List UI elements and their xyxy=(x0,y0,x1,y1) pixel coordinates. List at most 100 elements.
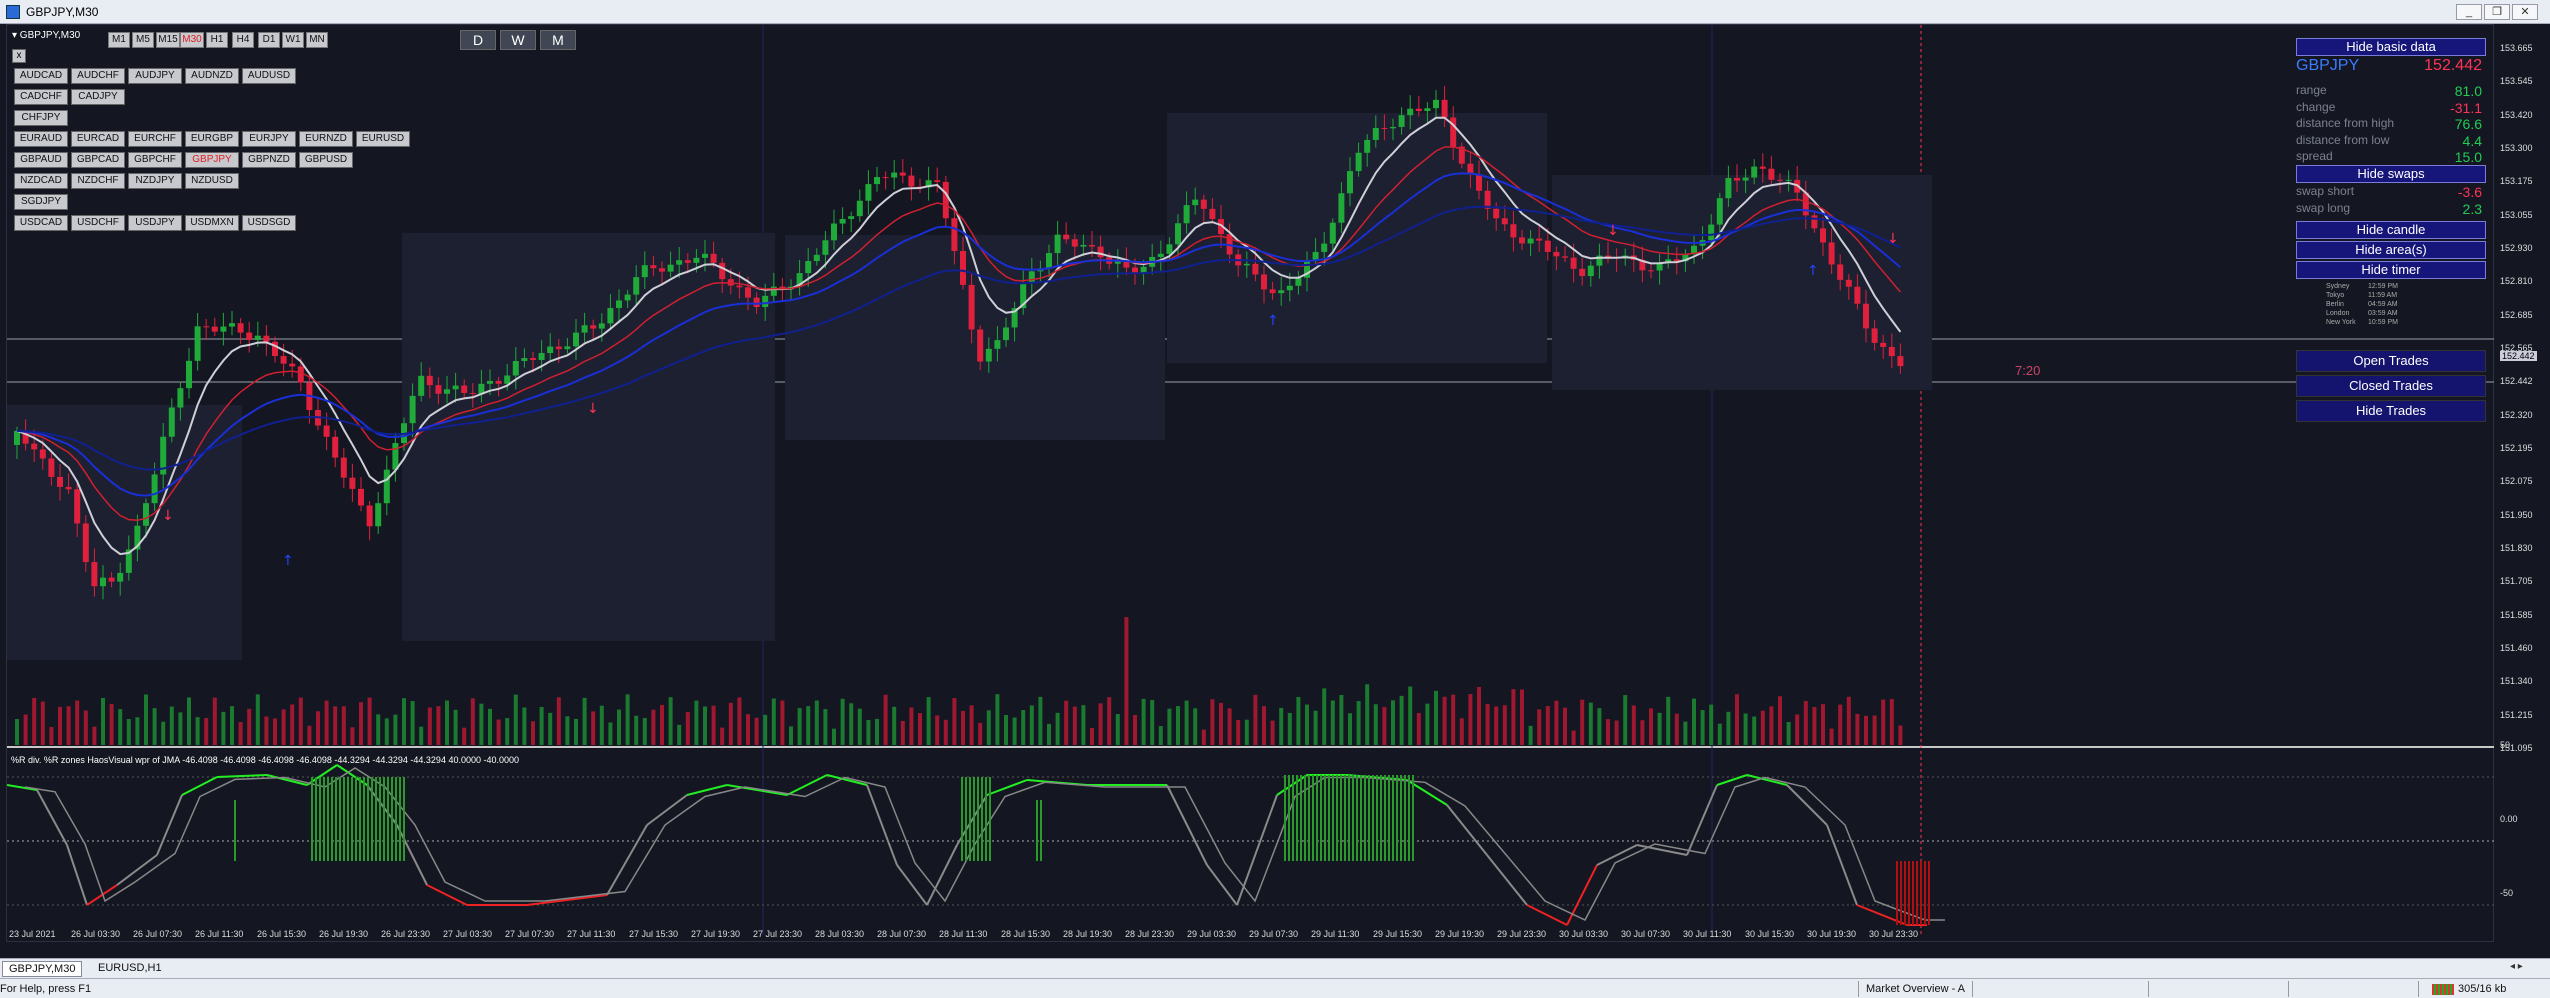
time-axis-label: 26 Jul 19:30 xyxy=(319,929,368,939)
volume-bar xyxy=(789,726,793,745)
panel-row-label: spread xyxy=(2296,149,2333,163)
pair-button-sgdjpy[interactable]: SGDJPY xyxy=(14,194,68,210)
hide-swaps-button[interactable]: Hide swaps xyxy=(2296,165,2486,183)
pair-button-usdjpy[interactable]: USDJPY xyxy=(128,215,182,231)
pair-button-usdcad[interactable]: USDCAD xyxy=(14,215,68,231)
pair-button-cadchf[interactable]: CADCHF xyxy=(14,89,68,105)
timeframe-h1-button[interactable]: H1 xyxy=(206,32,228,48)
pair-button-nzdcad[interactable]: NZDCAD xyxy=(14,173,68,189)
period-w-button[interactable]: W xyxy=(500,30,536,50)
candle-body xyxy=(1286,285,1293,291)
period-m-button[interactable]: M xyxy=(540,30,576,50)
timeframe-m15-button[interactable]: M15 xyxy=(156,32,180,48)
candle-body xyxy=(710,253,717,263)
timeframe-m30-button[interactable]: M30 xyxy=(180,32,204,48)
candle-body xyxy=(616,300,622,309)
pair-button-eurnzd[interactable]: EURNZD xyxy=(299,131,353,147)
volume-bar xyxy=(823,709,828,745)
pair-button-gbpaud[interactable]: GBPAUD xyxy=(14,152,68,168)
pair-button-gbpcad[interactable]: GBPCAD xyxy=(71,152,125,168)
volume-bar xyxy=(75,700,80,745)
pair-button-eurgbp[interactable]: EURGBP xyxy=(185,131,239,147)
price-tick-label: 153.545 xyxy=(2500,76,2533,87)
close-pairs-button[interactable]: x xyxy=(12,49,26,63)
pair-button-eurusd[interactable]: EURUSD xyxy=(356,131,410,147)
hide-candle-button[interactable]: Hide candle xyxy=(2296,221,2486,239)
pair-button-eurjpy[interactable]: EURJPY xyxy=(242,131,296,147)
pair-button-usdchf[interactable]: USDCHF xyxy=(71,215,125,231)
pair-button-nzdjpy[interactable]: NZDJPY xyxy=(128,173,182,189)
pair-button-eurcad[interactable]: EURCAD xyxy=(71,131,125,147)
pair-button-usdmxn[interactable]: USDMXN xyxy=(185,215,239,231)
candle-body xyxy=(1269,289,1276,294)
panel-row-value: 76.6 xyxy=(2454,116,2482,132)
timeframe-m1-button[interactable]: M1 xyxy=(108,32,130,48)
candle-body xyxy=(667,264,674,272)
timeframe-mn-button[interactable]: MN xyxy=(306,32,328,48)
hide-basic-data-button[interactable]: Hide basic data xyxy=(2296,38,2486,56)
candle-body xyxy=(547,346,554,354)
hide-areas-button[interactable]: Hide area(s) xyxy=(2296,241,2486,259)
close-button[interactable]: ✕ xyxy=(2512,4,2538,20)
pair-button-gbpnzd[interactable]: GBPNZD xyxy=(242,152,296,168)
pair-button-euraud[interactable]: EURAUD xyxy=(14,131,68,147)
minimize-button[interactable]: _ xyxy=(2456,4,2482,20)
pair-button-chfjpy[interactable]: CHFJPY xyxy=(14,110,68,126)
pair-button-audnzd[interactable]: AUDNZD xyxy=(185,68,239,84)
timeframe-m5-button[interactable]: M5 xyxy=(132,32,154,48)
closed-trades-button[interactable]: Closed Trades xyxy=(2296,375,2486,397)
volume-bar xyxy=(1829,728,1834,745)
pair-button-audusd[interactable]: AUDUSD xyxy=(242,68,296,84)
pair-button-audchf[interactable]: AUDCHF xyxy=(71,68,125,84)
candle-body xyxy=(641,265,648,278)
volume-bar xyxy=(1072,706,1077,745)
price-chart[interactable]: ↓ ↓ ↓ ↓ ↑ ↑ ↑ 7:20 %R div. %R zones HaosVisual w… xyxy=(6,24,2495,942)
hide-trades-button[interactable]: Hide Trades xyxy=(2296,400,2486,422)
pair-button-eurchf[interactable]: EURCHF xyxy=(128,131,182,147)
panel-row-value: 15.0 xyxy=(2454,149,2482,165)
timeframe-d1-button[interactable]: D1 xyxy=(258,32,280,48)
hide-timer-button[interactable]: Hide timer xyxy=(2296,261,2486,279)
pair-button-cadjpy[interactable]: CADJPY xyxy=(71,89,125,105)
volume-bar xyxy=(1451,694,1456,745)
timeframe-w1-button[interactable]: W1 xyxy=(282,32,304,48)
candle-body xyxy=(1278,290,1285,294)
volume-bar xyxy=(1502,705,1507,745)
volume-bar xyxy=(1330,700,1335,745)
open-trades-button[interactable]: Open Trades xyxy=(2296,350,2486,372)
pair-button-audcad[interactable]: AUDCAD xyxy=(14,68,68,84)
price-tick-label: 151.460 xyxy=(2500,643,2533,653)
volume-bar xyxy=(668,697,673,745)
pair-button-gbpusd[interactable]: GBPUSD xyxy=(299,152,353,168)
volume-bar xyxy=(1657,712,1662,745)
volume-bar xyxy=(995,694,1000,745)
volume-bar xyxy=(961,710,965,745)
buy-arrow-icon: ↑ xyxy=(1267,313,1279,329)
candle-body xyxy=(504,375,511,384)
swap-value: -3.6 xyxy=(2457,184,2482,200)
pair-button-nzdusd[interactable]: NZDUSD xyxy=(185,173,239,189)
swap-label: swap short xyxy=(2296,184,2355,198)
wpr-line-segment xyxy=(116,854,158,886)
tab-scroll-arrows-icon[interactable]: ◂ ▸ xyxy=(2510,961,2523,972)
candle-body xyxy=(246,332,253,340)
pair-button-nzdchf[interactable]: NZDCHF xyxy=(71,173,125,189)
tab-gbpjpy-m30[interactable]: GBPJPY,M30 xyxy=(2,961,83,977)
period-d-button[interactable]: D xyxy=(460,30,496,50)
pair-button-gbpjpy[interactable]: GBPJPY xyxy=(185,152,239,168)
tab-eurusd-h1[interactable]: EURUSD,H1 xyxy=(98,962,162,974)
session-area xyxy=(785,235,1165,440)
volume-bar xyxy=(677,724,682,745)
timer-city: Tokyo xyxy=(2326,292,2345,299)
restore-button[interactable]: ❐ xyxy=(2484,4,2510,20)
volume-bar xyxy=(247,708,252,745)
candle-body xyxy=(452,385,459,390)
pair-button-gbpchf[interactable]: GBPCHF xyxy=(128,152,182,168)
pair-button-usdsgd[interactable]: USDSGD xyxy=(242,215,296,231)
candle-body xyxy=(1682,254,1689,262)
pair-button-audjpy[interactable]: AUDJPY xyxy=(128,68,182,84)
timeframe-h4-button[interactable]: H4 xyxy=(232,32,254,48)
volume-bar xyxy=(1631,705,1636,745)
candle-body xyxy=(332,436,339,458)
